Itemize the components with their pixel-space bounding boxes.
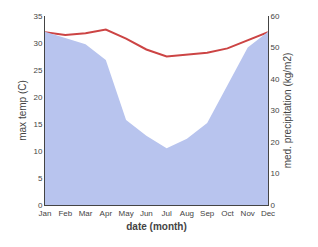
svg-text:Sep: Sep bbox=[200, 209, 215, 218]
svg-text:25: 25 bbox=[33, 66, 42, 75]
svg-text:Apr: Apr bbox=[100, 209, 113, 218]
svg-text:30: 30 bbox=[33, 39, 42, 48]
svg-text:Feb: Feb bbox=[58, 209, 72, 218]
svg-text:0: 0 bbox=[271, 201, 276, 210]
svg-text:50: 50 bbox=[271, 43, 280, 52]
svg-text:max temp (C): max temp (C) bbox=[17, 80, 28, 141]
svg-text:20: 20 bbox=[271, 138, 280, 147]
svg-text:5: 5 bbox=[38, 174, 43, 183]
svg-text:Jul: Jul bbox=[162, 209, 172, 218]
svg-text:35: 35 bbox=[33, 12, 42, 21]
svg-text:Dec: Dec bbox=[261, 209, 275, 218]
svg-text:10: 10 bbox=[33, 147, 42, 156]
svg-text:May: May bbox=[119, 209, 134, 218]
svg-text:Aug: Aug bbox=[180, 209, 194, 218]
svg-text:Oct: Oct bbox=[221, 209, 234, 218]
svg-text:Jan: Jan bbox=[39, 209, 52, 218]
svg-text:10: 10 bbox=[271, 169, 280, 178]
svg-text:date (month): date (month) bbox=[126, 221, 187, 232]
svg-text:30: 30 bbox=[271, 106, 280, 115]
svg-text:Jun: Jun bbox=[140, 209, 153, 218]
svg-text:Mar: Mar bbox=[79, 209, 93, 218]
svg-text:15: 15 bbox=[33, 120, 42, 129]
svg-text:20: 20 bbox=[33, 93, 42, 102]
svg-text:Nov: Nov bbox=[241, 209, 255, 218]
svg-text:med. precipitation (kg/m2): med. precipitation (kg/m2) bbox=[282, 53, 293, 169]
svg-text:0: 0 bbox=[38, 201, 43, 210]
svg-text:40: 40 bbox=[271, 75, 280, 84]
svg-text:60: 60 bbox=[271, 12, 280, 21]
